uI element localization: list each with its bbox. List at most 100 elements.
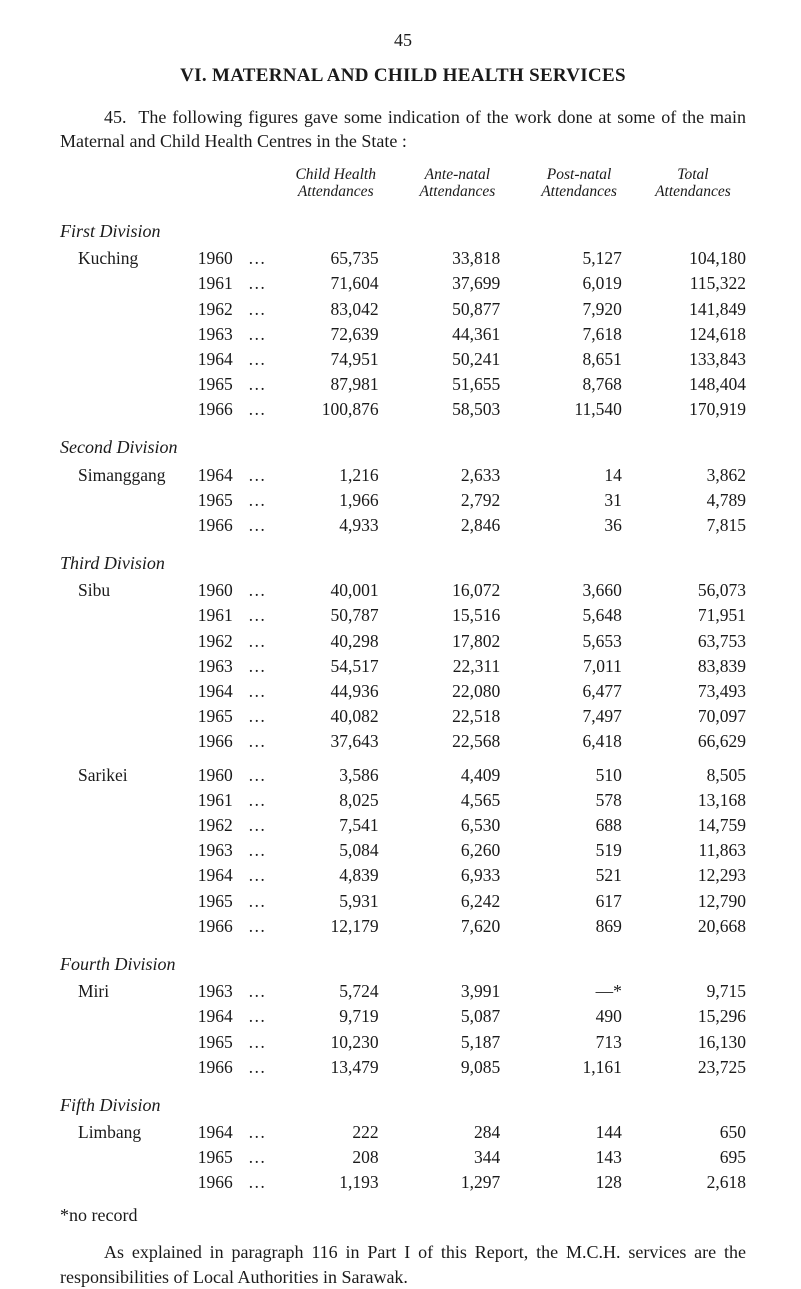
ch-cell: 4,839 [275,863,397,888]
page-number: 45 [60,30,746,51]
dots-cell: … [246,271,275,296]
pn-cell: 6,477 [518,679,640,704]
location-cell [60,729,196,754]
table-row: Miri1963…5,7243,991—*9,715 [60,979,746,1004]
year-cell: 1966 [196,397,246,422]
dots-cell: … [246,603,275,628]
dots-cell: … [246,1145,275,1170]
ch-cell: 3,586 [275,754,397,788]
closing-paragraph: As explained in paragraph 116 in Part I … [60,1240,746,1289]
dots-cell: … [246,914,275,939]
location-cell [60,788,196,813]
to-cell: 23,725 [640,1054,746,1079]
to-cell: 133,843 [640,347,746,372]
table-row: 1966…1,1931,2971282,618 [60,1170,746,1195]
intro-body: The following figures gave some indicati… [60,107,746,151]
dots-cell: … [246,397,275,422]
table-row: 1965…1,9662,792314,789 [60,487,746,512]
location-cell [60,1170,196,1195]
table-row: 1963…54,51722,3117,01183,839 [60,653,746,678]
year-cell: 1965 [196,1145,246,1170]
an-cell: 17,802 [397,628,519,653]
an-cell: 9,085 [397,1054,519,1079]
an-cell: 5,087 [397,1004,519,1029]
dots-cell: … [246,246,275,271]
table-row: 1966…37,64322,5686,41866,629 [60,729,746,754]
pn-cell: 144 [518,1120,640,1145]
year-cell: 1964 [196,1004,246,1029]
ch-cell: 8,025 [275,788,397,813]
location-cell: Miri [60,979,196,1004]
year-cell: 1965 [196,487,246,512]
ch-cell: 40,298 [275,628,397,653]
an-cell: 16,072 [397,578,519,603]
table-row: 1962…7,5416,53068814,759 [60,813,746,838]
division-heading: First Division [60,206,746,246]
dots-cell: … [246,513,275,538]
dots-cell: … [246,372,275,397]
an-cell: 37,699 [397,271,519,296]
ch-cell: 40,001 [275,578,397,603]
to-cell: 2,618 [640,1170,746,1195]
to-cell: 11,863 [640,838,746,863]
pn-cell: 510 [518,754,640,788]
table-row: 1966…100,87658,50311,540170,919 [60,397,746,422]
dots-cell: … [246,321,275,346]
location-cell [60,813,196,838]
location-cell [60,704,196,729]
division-heading: Fifth Division [60,1080,746,1120]
location-cell [60,679,196,704]
year-cell: 1962 [196,296,246,321]
header-child-health: Child HealthAttendances [275,164,397,206]
location-cell [60,863,196,888]
year-cell: 1965 [196,372,246,397]
year-cell: 1961 [196,603,246,628]
location-cell [60,372,196,397]
an-cell: 58,503 [397,397,519,422]
year-cell: 1966 [196,1170,246,1195]
location-cell [60,838,196,863]
to-cell: 7,815 [640,513,746,538]
header-total: TotalAttendances [640,164,746,206]
year-cell: 1964 [196,462,246,487]
an-cell: 4,409 [397,754,519,788]
an-cell: 33,818 [397,246,519,271]
an-cell: 3,991 [397,979,519,1004]
ch-cell: 65,735 [275,246,397,271]
an-cell: 22,311 [397,653,519,678]
ch-cell: 1,216 [275,462,397,487]
ch-cell: 7,541 [275,813,397,838]
to-cell: 13,168 [640,788,746,813]
to-cell: 4,789 [640,487,746,512]
ch-cell: 5,084 [275,838,397,863]
dots-cell: … [246,863,275,888]
pn-cell: 578 [518,788,640,813]
year-cell: 1963 [196,979,246,1004]
table-row: 1961…8,0254,56557813,168 [60,788,746,813]
to-cell: 71,951 [640,603,746,628]
table-row: 1966…4,9332,846367,815 [60,513,746,538]
pn-cell: 128 [518,1170,640,1195]
intro-number: 45. [104,107,127,127]
pn-cell: 521 [518,863,640,888]
ch-cell: 74,951 [275,347,397,372]
table-row: 1964…4,8396,93352112,293 [60,863,746,888]
year-cell: 1961 [196,788,246,813]
pn-cell: 617 [518,888,640,913]
division-heading: Fourth Division [60,939,746,979]
an-cell: 6,242 [397,888,519,913]
table-row: 1962…83,04250,8777,920141,849 [60,296,746,321]
table-row: 1965…208344143695 [60,1145,746,1170]
year-cell: 1960 [196,754,246,788]
pn-cell: 869 [518,914,640,939]
pn-cell: 7,011 [518,653,640,678]
table-row: 1961…71,60437,6996,019115,322 [60,271,746,296]
footnote: *no record [60,1205,746,1226]
division-heading: Second Division [60,422,746,462]
year-cell: 1964 [196,863,246,888]
an-cell: 6,933 [397,863,519,888]
ch-cell: 72,639 [275,321,397,346]
table-row: Kuching1960…65,73533,8185,127104,180 [60,246,746,271]
year-cell: 1962 [196,628,246,653]
location-cell [60,347,196,372]
